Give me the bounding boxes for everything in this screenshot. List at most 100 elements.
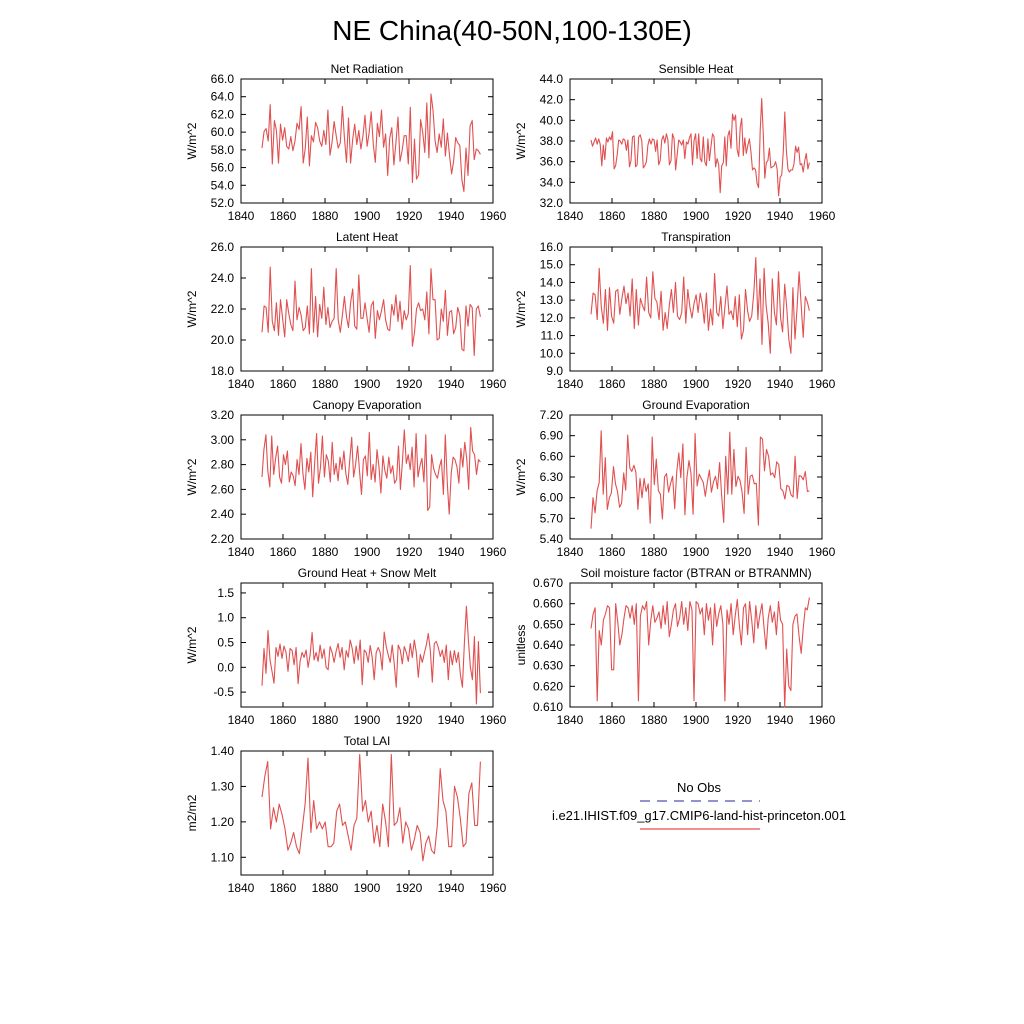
x-tick-label: 1940 <box>438 881 465 895</box>
y-tick-label: 5.40 <box>540 532 564 546</box>
x-tick-label: 1960 <box>809 377 836 391</box>
y-tick-label: 5.70 <box>540 511 564 525</box>
x-tick-label: 1940 <box>767 377 794 391</box>
legend: No Obs i.e21.IHIST.f09_g17.CMIP6-land-hi… <box>552 780 846 830</box>
panel-1: Sensible Heat W/m^2 32.0 34.0 36.0 38.0 40.0 42… <box>514 62 836 223</box>
x-tick-label: 1940 <box>438 545 465 559</box>
panel-0: Net Radiation W/m^2 52.0 54.0 56.0 58.0 60.0 62… <box>185 62 507 223</box>
y-tick-label: 12.0 <box>540 311 564 325</box>
panel-8: Total LAI m2/m2 1.10 1.20 1.30 1.40 1840 1860 18… <box>185 734 507 895</box>
x-tick-label: 1840 <box>228 377 255 391</box>
y-tick-label: 0.630 <box>533 659 563 673</box>
panel-5: Ground Evaporation W/m^2 5.40 5.70 6.00 6.30 6… <box>514 398 836 559</box>
y-axis-label: W/m^2 <box>185 122 199 159</box>
plot-frame <box>569 246 823 372</box>
plot-frame <box>240 582 494 708</box>
y-axis-label: W/m^2 <box>514 458 528 495</box>
y-tick-label: 24.0 <box>211 271 235 285</box>
x-tick-label: 1860 <box>270 713 297 727</box>
x-tick-label: 1920 <box>725 377 752 391</box>
x-tick-label: 1960 <box>480 209 507 223</box>
panels: Net Radiation W/m^2 52.0 54.0 56.0 58.0 60.0 62… <box>185 62 836 895</box>
series-line <box>261 605 481 705</box>
y-tick-label: 2.20 <box>211 532 235 546</box>
x-tick-label: 1860 <box>599 209 626 223</box>
x-tick-label: 1900 <box>683 713 710 727</box>
y-tick-label: 3.00 <box>211 433 235 447</box>
y-tick-label: 1.20 <box>211 815 235 829</box>
y-tick-label: 6.90 <box>540 429 564 443</box>
x-tick-label: 1960 <box>809 713 836 727</box>
x-tick-label: 1940 <box>438 209 465 223</box>
y-axis-label: m2/m2 <box>185 794 199 831</box>
panel-title: Ground Evaporation <box>642 398 749 412</box>
y-tick-label: 34.0 <box>540 175 564 189</box>
x-tick-label: 1840 <box>228 713 255 727</box>
x-tick-label: 1920 <box>396 209 423 223</box>
series-line <box>590 98 810 197</box>
y-tick-label: -0.5 <box>213 685 234 699</box>
series-line <box>590 257 810 354</box>
legend-obs-label: No Obs <box>677 780 722 795</box>
y-tick-label: 0.610 <box>533 700 563 714</box>
y-axis-label: W/m^2 <box>185 626 199 663</box>
x-tick-label: 1960 <box>809 209 836 223</box>
x-tick-label: 1860 <box>270 545 297 559</box>
y-tick-label: 42.0 <box>540 93 564 107</box>
panel-title: Soil moisture factor (BTRAN or BTRANMN) <box>580 566 811 580</box>
y-axis-label: W/m^2 <box>185 290 199 327</box>
y-tick-label: 3.20 <box>211 408 235 422</box>
y-tick-label: 52.0 <box>211 196 235 210</box>
y-tick-label: 64.0 <box>211 90 235 104</box>
x-tick-label: 1920 <box>725 545 752 559</box>
panel-6: Ground Heat + Snow Melt W/m^2 -0.5 0.0 0.5 1.… <box>185 566 507 727</box>
y-tick-label: 14.0 <box>540 275 564 289</box>
y-axis-label: W/m^2 <box>514 290 528 327</box>
panel-title: Transpiration <box>661 230 731 244</box>
x-tick-label: 1960 <box>809 545 836 559</box>
panel-title: Net Radiation <box>331 62 404 76</box>
panel-title: Total LAI <box>344 734 391 748</box>
y-tick-label: 22.0 <box>211 302 235 316</box>
x-tick-label: 1880 <box>641 545 668 559</box>
panel-7: Soil moisture factor (BTRAN or BTRANMN) u… <box>514 566 836 727</box>
x-tick-label: 1900 <box>354 881 381 895</box>
y-tick-label: 0.5 <box>217 636 234 650</box>
series-line <box>261 93 481 193</box>
panel-title: Sensible Heat <box>659 62 734 76</box>
y-axis-label: W/m^2 <box>514 122 528 159</box>
x-tick-label: 1840 <box>228 209 255 223</box>
x-tick-label: 1960 <box>480 377 507 391</box>
x-tick-label: 1900 <box>354 713 381 727</box>
series-line <box>590 430 810 529</box>
y-tick-label: 36.0 <box>540 155 564 169</box>
x-tick-label: 1880 <box>312 881 339 895</box>
x-tick-label: 1880 <box>641 377 668 391</box>
x-tick-label: 1880 <box>312 377 339 391</box>
x-tick-label: 1880 <box>312 713 339 727</box>
y-tick-label: 16.0 <box>540 240 564 254</box>
y-tick-label: 44.0 <box>540 72 564 86</box>
page-title: NE China(40-50N,100-130E) <box>332 15 692 46</box>
series-line <box>261 426 481 515</box>
x-tick-label: 1840 <box>557 209 584 223</box>
panel-3: Transpiration W/m^2 9.0 10.0 11.0 12.0 13.0 14.… <box>514 230 836 391</box>
x-tick-label: 1920 <box>725 209 752 223</box>
x-tick-label: 1920 <box>396 713 423 727</box>
x-tick-label: 1900 <box>683 209 710 223</box>
x-tick-label: 1860 <box>270 881 297 895</box>
x-tick-label: 1900 <box>354 545 381 559</box>
x-tick-label: 1900 <box>354 377 381 391</box>
series-line <box>590 597 810 708</box>
x-tick-label: 1900 <box>683 545 710 559</box>
y-tick-label: 11.0 <box>541 329 564 343</box>
panel-title: Latent Heat <box>336 230 399 244</box>
series-line <box>261 753 481 862</box>
y-tick-label: 54.0 <box>211 178 235 192</box>
panel-title: Canopy Evaporation <box>313 398 422 412</box>
plot-frame <box>240 246 494 372</box>
x-tick-label: 1880 <box>312 209 339 223</box>
x-tick-label: 1880 <box>641 713 668 727</box>
x-tick-label: 1940 <box>438 377 465 391</box>
x-tick-label: 1860 <box>599 545 626 559</box>
